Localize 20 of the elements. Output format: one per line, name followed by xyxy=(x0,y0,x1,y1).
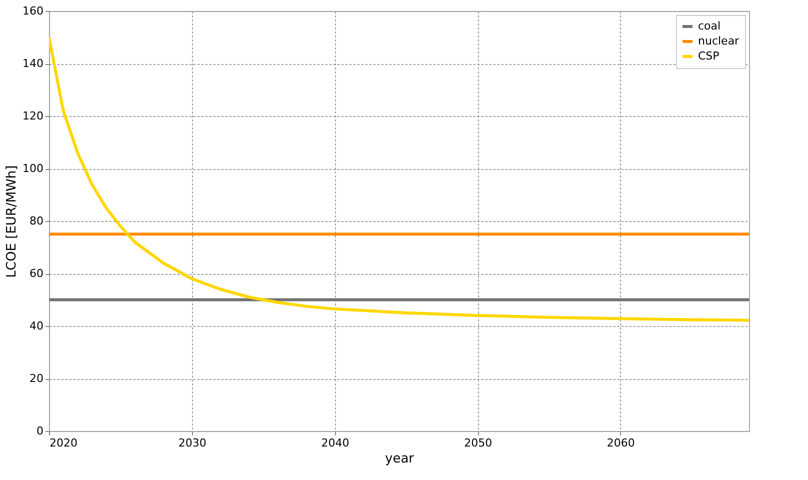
y-tick-label: 160 xyxy=(22,4,44,18)
x-tick-label: 2040 xyxy=(321,436,350,450)
x-tick-label: 2050 xyxy=(464,436,492,450)
x-axis-title: year xyxy=(384,452,415,466)
x-tick-label: 2060 xyxy=(606,436,635,450)
legend-label: nuclear xyxy=(698,34,740,48)
line-series xyxy=(49,36,749,322)
legend-label: coal xyxy=(698,20,721,32)
y-axis-title: LCOE [EUR/MWh] xyxy=(4,165,20,278)
y-tick-label: 120 xyxy=(22,110,44,122)
y-tick-label: 60 xyxy=(30,267,44,280)
y-tick-label: 140 xyxy=(22,57,44,70)
y-tick-label: 20 xyxy=(30,372,44,385)
y-tick-label: 0 xyxy=(36,424,44,438)
x-tick-label: 2020 xyxy=(50,436,78,450)
x-tick-label: 2030 xyxy=(178,436,206,450)
y-tick-label: 40 xyxy=(30,320,44,332)
y-tick-label: 80 xyxy=(30,214,44,228)
legend-label: CSP xyxy=(698,50,720,62)
y-tick-label: 100 xyxy=(22,162,44,175)
